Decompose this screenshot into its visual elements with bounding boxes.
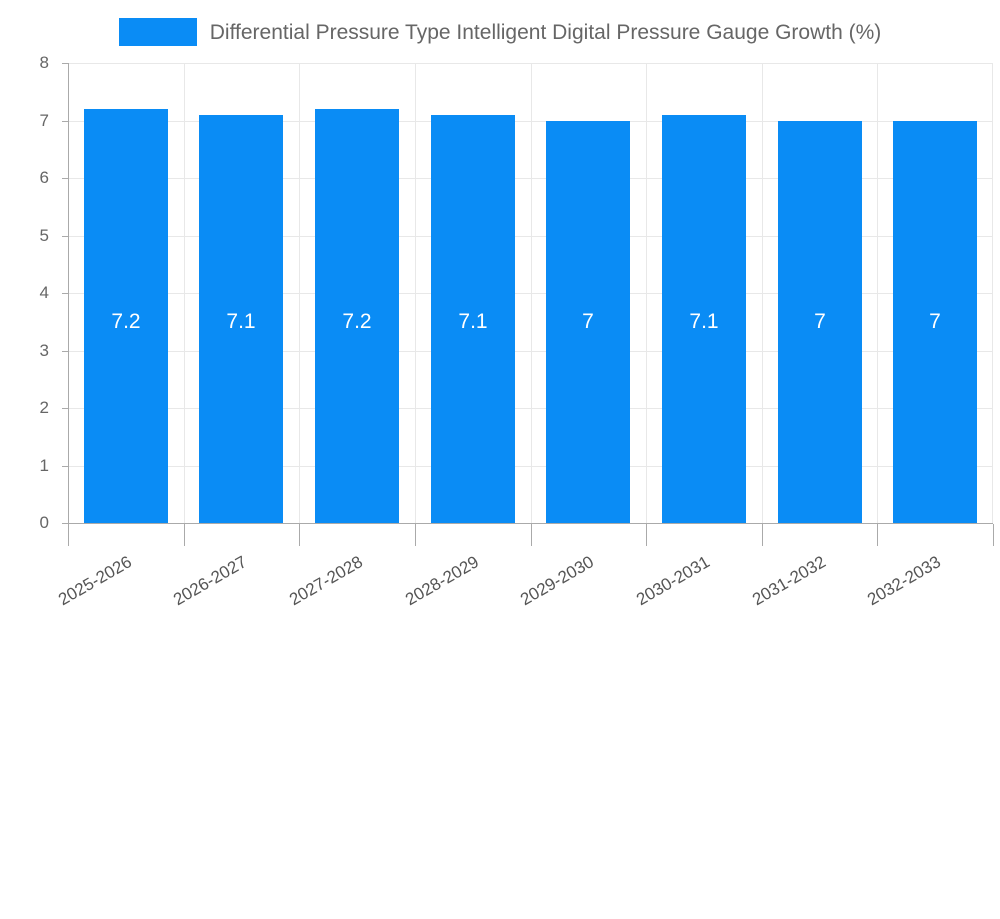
bar[interactable] [84,109,168,523]
y-tick-label: 2 [39,398,49,417]
bar-value-label: 7.2 [111,310,141,333]
x-tick-mark [877,524,878,546]
y-tick-mark [62,121,68,122]
chart-legend: Differential Pressure Type Intelligent D… [0,12,1000,52]
x-tick-mark [762,524,763,546]
y-tick-mark [62,63,68,64]
bar[interactable] [778,121,862,524]
y-axis-line [68,63,69,524]
bar-value-label: 7.1 [689,310,719,333]
bar-value-label: 7 [814,310,826,333]
gridline-horizontal [68,178,993,179]
bar-value-label: 7.1 [458,310,488,333]
y-tick-label: 3 [39,340,49,360]
bar-value-label: 7.1 [226,310,256,333]
y-tick-label: 8 [39,53,49,72]
bar-value-label: 7 [582,310,594,333]
x-tick-mark [993,524,994,546]
y-tick-label: 1 [39,455,49,475]
gridline-vertical [531,63,532,523]
y-tick-mark [62,523,68,524]
y-tick-mark [62,351,68,352]
y-tick-mark [62,408,68,409]
plot-area: 7.2 7.1 7.2 7.1 7 7.1 7 7 [68,63,993,524]
legend-color-swatch [118,18,197,46]
bar[interactable] [546,121,630,524]
x-tick-mark [68,524,69,546]
bar-value-label: 7.2 [342,310,372,333]
x-tick-mark [531,524,532,546]
bar[interactable] [662,115,746,523]
gridline-vertical [299,63,300,523]
bar[interactable] [431,115,515,523]
y-tick-label: 6 [39,168,49,187]
gridline-horizontal [68,351,993,352]
y-tick-mark [62,466,68,467]
y-tick-label: 7 [39,110,49,130]
x-tick-mark [646,524,647,546]
gridline-vertical [646,63,647,523]
gridline-horizontal [68,408,993,409]
gridline-vertical [184,63,185,523]
x-tick-mark [184,524,185,546]
y-tick-label: 5 [39,225,49,245]
bar[interactable] [199,115,283,523]
plot-top-border [68,63,993,64]
bar-value-label: 7 [929,310,941,333]
bar[interactable] [893,121,977,524]
bar-chart: Differential Pressure Type Intelligent D… [0,12,1000,610]
x-tick-mark [415,524,416,546]
y-tick-label: 4 [39,283,49,302]
y-tick-mark [62,178,68,179]
bar[interactable] [315,109,399,523]
gridline-horizontal [68,293,993,294]
gridline-vertical [415,63,416,523]
y-tick-mark [62,236,68,237]
y-tick-mark [62,293,68,294]
x-tick-mark [299,524,300,546]
x-axis-line [68,523,993,524]
gridline-horizontal [68,121,993,122]
gridline-vertical [762,63,763,523]
legend-label: Differential Pressure Type Intelligent D… [209,20,882,44]
gridline-horizontal [68,466,993,467]
gridline-vertical [877,63,878,523]
y-tick-label: 0 [39,513,49,532]
gridline-horizontal [68,236,993,237]
